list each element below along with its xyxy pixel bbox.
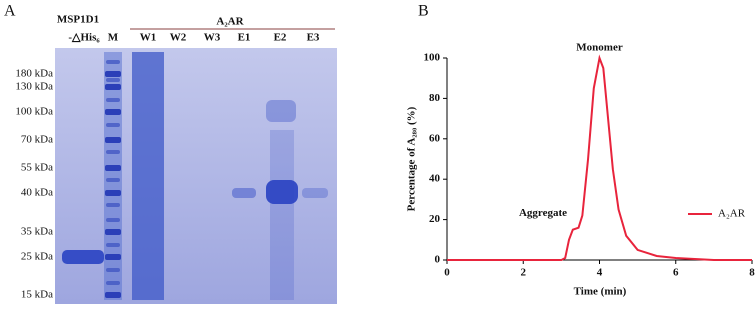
ladder-band bbox=[105, 84, 121, 90]
ladder-band bbox=[106, 218, 120, 222]
panel-label: B bbox=[418, 3, 429, 20]
x-tick-label: 2 bbox=[521, 267, 527, 279]
gel bbox=[55, 48, 337, 304]
ladder-band bbox=[105, 190, 121, 196]
marker-label: 40 kDa bbox=[21, 187, 53, 199]
ladder-band bbox=[106, 150, 120, 154]
ladder-band bbox=[106, 203, 120, 207]
line bbox=[447, 54, 752, 261]
y-tick-label: 80 bbox=[429, 92, 441, 104]
ladder-band bbox=[105, 254, 121, 260]
marker-lane-label: M bbox=[108, 32, 119, 44]
ladder-band bbox=[106, 178, 120, 182]
x-tick-label: 6 bbox=[673, 267, 679, 279]
legend-label: A₂AR bbox=[718, 208, 746, 220]
marker-label: 35 kDa bbox=[21, 226, 53, 238]
marker-label: 70 kDa bbox=[21, 134, 53, 146]
ladder-band bbox=[106, 78, 120, 82]
y-tick-label: 20 bbox=[429, 213, 441, 225]
gel-bands bbox=[62, 52, 328, 300]
ladder-band bbox=[105, 165, 121, 171]
lane-label: E3 bbox=[307, 32, 320, 44]
annotation: Monomer bbox=[576, 42, 623, 54]
sample-label: MSP1D1 bbox=[57, 14, 99, 26]
y-axis-label: Percentage of A₂₈₀ (%) bbox=[406, 106, 418, 211]
ladder-band bbox=[106, 268, 120, 272]
ladder-band bbox=[106, 60, 120, 64]
y-tick-label: 40 bbox=[429, 173, 441, 185]
ladder-band bbox=[106, 123, 120, 127]
x-tick-label: 0 bbox=[444, 267, 450, 279]
ladder-band bbox=[105, 109, 121, 115]
x-axis-label: Time (min) bbox=[574, 286, 627, 298]
marker-label: 55 kDa bbox=[21, 162, 53, 174]
lane-label: W3 bbox=[204, 32, 221, 44]
ladder-band bbox=[105, 229, 121, 235]
lane-label: E1 bbox=[238, 32, 251, 44]
marker-label: 180 kDa bbox=[15, 68, 53, 80]
lane-label: W2 bbox=[170, 32, 187, 44]
annotation: Aggregate bbox=[519, 207, 567, 219]
x-tick-label: 4 bbox=[597, 267, 603, 279]
ladder bbox=[105, 60, 121, 298]
y-tick-label: 60 bbox=[429, 132, 441, 144]
lane-label: E2 bbox=[274, 32, 287, 44]
ladder-band bbox=[106, 98, 120, 102]
marker-label: 15 kDa bbox=[21, 289, 53, 301]
y-tick-label: 100 bbox=[424, 52, 441, 64]
lane-label: W1 bbox=[140, 32, 157, 44]
sample-sublabel: -△His₆ bbox=[68, 32, 100, 44]
marker-label: 130 kDa bbox=[15, 81, 53, 93]
ladder-band bbox=[105, 71, 121, 77]
panel-label: A bbox=[4, 3, 16, 20]
y-tick-label: 0 bbox=[435, 254, 441, 266]
marker-label: 100 kDa bbox=[15, 106, 53, 118]
group-label: A₂AR bbox=[216, 16, 244, 28]
ladder-band bbox=[105, 292, 121, 298]
ladder-band bbox=[105, 137, 121, 143]
marker-label: 25 kDa bbox=[21, 251, 53, 263]
ladder-band bbox=[106, 281, 120, 285]
ladder-band bbox=[106, 243, 120, 247]
x-tick-label: 8 bbox=[749, 267, 755, 279]
